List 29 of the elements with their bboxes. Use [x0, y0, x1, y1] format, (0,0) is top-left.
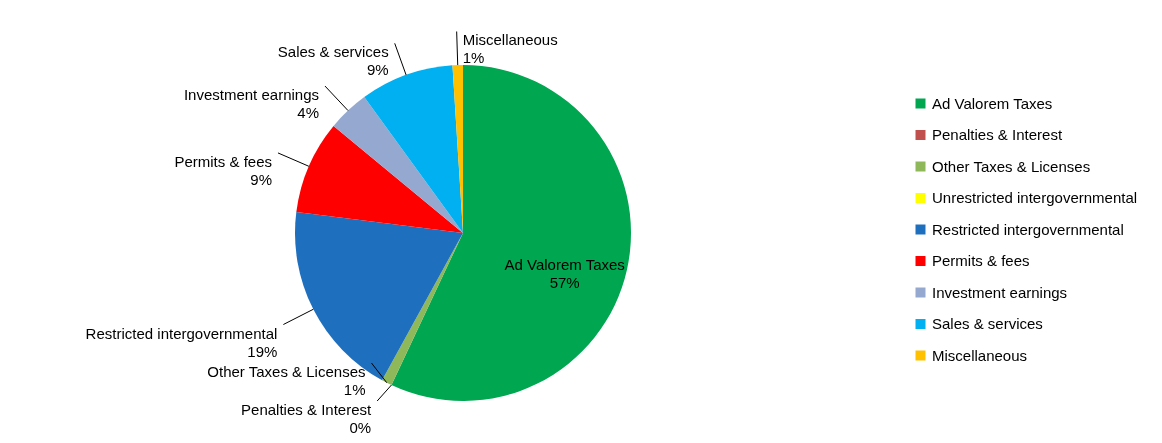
legend-label: Other Taxes & Licenses	[932, 157, 1091, 175]
legend-label: Ad Valorem Taxes	[932, 94, 1053, 112]
category-label: Penalties & Interest	[241, 401, 372, 418]
pie-slice	[296, 125, 463, 233]
data-label: 1%	[343, 381, 366, 398]
data-label: 9%	[250, 170, 272, 188]
pie-slice	[391, 65, 631, 401]
slice-label: Restricted intergovernmental	[85, 324, 278, 342]
slice-label: Investment earnings	[183, 86, 319, 104]
text: 0%	[349, 419, 372, 436]
legend-label: Unrestricted intergovernmental	[932, 189, 1138, 206]
legend-label: Sales & services	[932, 315, 1043, 332]
data-label: 19%	[247, 342, 278, 360]
slice-label: Sales & services	[277, 43, 389, 61]
slice-label: Miscellaneous	[462, 31, 558, 49]
legend-label: Restricted intergovernmental	[932, 220, 1124, 238]
data-label: 1%	[462, 49, 485, 67]
slice-label: Permits & fees	[174, 152, 272, 170]
legend-label: Investment earnings	[932, 283, 1068, 301]
slice-label: Ad Valorem Taxes	[504, 255, 625, 273]
data-label: 57%	[549, 273, 580, 291]
pie-slice	[364, 65, 463, 233]
legend-label: Permits & fees	[932, 252, 1030, 269]
data-label: 4%	[297, 104, 319, 122]
pie-slice	[333, 97, 463, 233]
legend-label: Penalties & Interest	[932, 126, 1063, 143]
slice-label: Other Taxes & Licenses	[207, 363, 366, 380]
data-label: 9%	[367, 61, 389, 79]
legend-label: Miscellaneous	[932, 346, 1028, 364]
